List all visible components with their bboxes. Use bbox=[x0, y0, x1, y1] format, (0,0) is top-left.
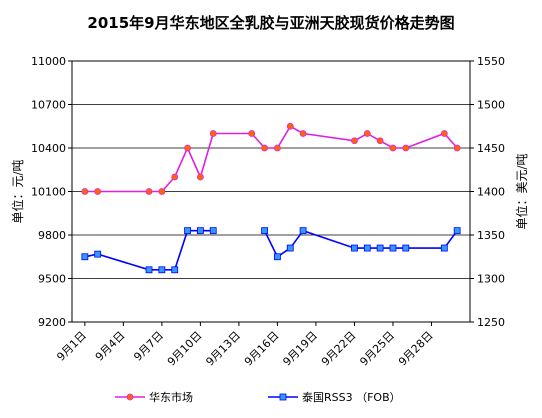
y-left-tick-label: 10100 bbox=[31, 186, 66, 199]
data-point bbox=[286, 244, 294, 252]
data-point bbox=[389, 144, 397, 152]
data-point bbox=[389, 244, 397, 252]
y-right-tick-label: 1500 bbox=[477, 99, 505, 112]
data-point bbox=[363, 130, 371, 137]
y-left-tick-label: 9200 bbox=[38, 316, 66, 329]
legend-item-2: 泰国RSS3 （FOB） bbox=[268, 390, 401, 404]
y-right-axis-title: 单位：美元/吨 bbox=[514, 153, 529, 229]
data-point bbox=[94, 250, 102, 258]
data-point bbox=[209, 130, 217, 137]
x-tick-label: 9月22日 bbox=[319, 329, 359, 369]
data-point bbox=[158, 266, 166, 274]
data-point bbox=[145, 266, 153, 274]
data-point bbox=[376, 137, 384, 145]
data-point bbox=[274, 144, 281, 152]
x-tick-label: 9月13日 bbox=[203, 329, 243, 369]
data-point bbox=[94, 188, 102, 195]
y-left-tick-label: 9500 bbox=[38, 273, 66, 286]
data-point bbox=[196, 173, 204, 181]
y-left-axis-title: 单位：元/吨 bbox=[10, 159, 25, 223]
x-tick-label: 9月7日 bbox=[131, 329, 166, 364]
data-point bbox=[274, 253, 281, 261]
data-point bbox=[145, 188, 153, 195]
x-tick-label: 9月16日 bbox=[242, 329, 282, 369]
y-right-tick-label: 1400 bbox=[477, 186, 505, 199]
y-left-tick-label: 9800 bbox=[38, 229, 66, 242]
data-point bbox=[440, 244, 448, 252]
x-tick-label: 9月28日 bbox=[396, 329, 436, 369]
data-point bbox=[209, 227, 217, 235]
data-point bbox=[440, 130, 448, 137]
x-tick-label: 9月4日 bbox=[93, 329, 128, 364]
data-point bbox=[363, 244, 371, 252]
y-right-tick-label: 1450 bbox=[477, 142, 505, 155]
y-left-tick-label: 11000 bbox=[31, 55, 66, 68]
series-1 bbox=[81, 122, 461, 195]
data-point bbox=[171, 266, 179, 274]
data-point bbox=[299, 227, 307, 235]
series-2 bbox=[81, 227, 461, 274]
data-point bbox=[351, 244, 358, 252]
y-left-tick-label: 10700 bbox=[31, 99, 66, 112]
legend-label: 华东市场 bbox=[149, 390, 193, 404]
data-point bbox=[196, 227, 204, 235]
y-right-tick-label: 1550 bbox=[477, 55, 505, 68]
x-tick-label: 9月1日 bbox=[54, 329, 89, 364]
legend-swatch-marker bbox=[126, 393, 134, 401]
data-point bbox=[286, 122, 294, 130]
data-point bbox=[453, 144, 461, 152]
chart-title: 2015年9月华东地区全乳胶与亚洲天胶现货价格走势图 bbox=[87, 14, 454, 32]
data-point bbox=[402, 244, 410, 252]
legend-label: 泰国RSS3 （FOB） bbox=[302, 390, 401, 404]
y-right-tick-label: 1300 bbox=[477, 273, 505, 286]
legend-swatch-marker bbox=[279, 393, 287, 401]
data-point bbox=[81, 188, 89, 195]
legend: 华东市场 泰国RSS3 （FOB） bbox=[115, 390, 401, 404]
x-tick-label: 9月25日 bbox=[357, 329, 397, 369]
data-point bbox=[261, 227, 268, 235]
data-point bbox=[184, 227, 191, 235]
y-right-tick-label: 1250 bbox=[477, 316, 505, 329]
data-point bbox=[261, 144, 268, 152]
data-point bbox=[248, 130, 256, 137]
y-right-tick-label: 1350 bbox=[477, 229, 505, 242]
data-point bbox=[402, 144, 410, 152]
x-tick-label: 9月10日 bbox=[165, 329, 205, 369]
data-point bbox=[184, 144, 191, 152]
x-tick-label: 9月19日 bbox=[280, 329, 320, 369]
data-point bbox=[171, 173, 179, 181]
legend-item-1: 华东市场 bbox=[115, 390, 193, 404]
data-point bbox=[81, 253, 89, 261]
data-point bbox=[453, 227, 461, 235]
data-point bbox=[376, 244, 384, 252]
plot-area: 9200 9500 9800 10100 10400 10700 11000 1250 1300… bbox=[10, 55, 529, 369]
data-point bbox=[299, 130, 307, 137]
data-point bbox=[351, 137, 358, 145]
data-point bbox=[158, 188, 166, 195]
y-left-tick-label: 10400 bbox=[31, 142, 66, 155]
